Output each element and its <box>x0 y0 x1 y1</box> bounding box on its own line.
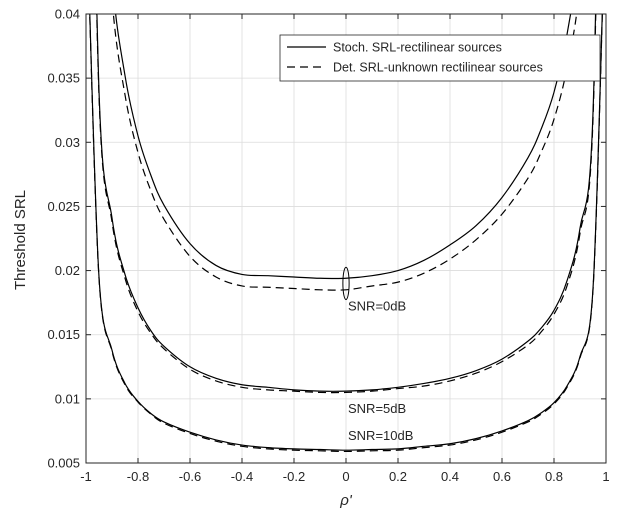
axis-ticks: -1 -0.8 -0.6 -0.4 -0.2 0 0.2 0.4 0.6 0.8 1 0.005 0.0… <box>47 7 609 485</box>
y-tick-label: 0.015 <box>47 327 80 342</box>
legend-box <box>279 34 601 82</box>
series-line-snr-5db-dashed <box>96 14 597 394</box>
x-tick-label: -0.8 <box>127 469 149 484</box>
x-tick-label: 0.6 <box>493 469 511 484</box>
x-tick-label: -0.2 <box>283 469 305 484</box>
legend-label-solid: Stoch. SRL-rectilinear sources <box>333 41 502 55</box>
y-tick-label: 0.01 <box>55 391 80 406</box>
series-line-snr-5db-solid <box>96 14 597 392</box>
annotation-label: SNR=10dB <box>348 428 413 443</box>
series-line-snr-0db-dashed <box>112 14 578 291</box>
x-tick-label: 1 <box>602 469 609 484</box>
y-tick-label: 0.035 <box>47 71 80 86</box>
curves <box>89 14 603 453</box>
x-tick-label: 0.4 <box>441 469 459 484</box>
y-tick-label: 0.04 <box>55 7 80 22</box>
series-line-snr-0db-solid <box>115 14 572 280</box>
annotations: SNR=0dB SNR=5dB SNR=10dB <box>342 266 413 443</box>
y-axis-title: Threshold SRL <box>12 190 29 290</box>
y-tick-label: 0.03 <box>55 135 80 150</box>
y-tick-label: 0.025 <box>47 199 80 214</box>
y-tick-label: 0.005 <box>47 456 80 471</box>
x-tick-label: -0.6 <box>179 469 201 484</box>
annotation-label: SNR=5dB <box>348 401 406 416</box>
x-tick-label: 0.8 <box>545 469 563 484</box>
legend: Stoch. SRL-rectilinear sources Det. SRL-… <box>279 34 601 82</box>
x-tick-label: -0.4 <box>231 469 253 484</box>
x-axis-title: ρ' <box>339 492 353 509</box>
x-tick-label: -1 <box>80 469 92 484</box>
snr-0db-ellipse-marker <box>342 266 350 301</box>
legend-label-dashed: Det. SRL-unknown rectilinear sources <box>333 61 543 75</box>
annotation-label: SNR=0dB <box>348 298 406 313</box>
x-tick-label: 0.2 <box>389 469 407 484</box>
x-tick-label: 0 <box>342 469 349 484</box>
series-line-snr-10db-dashed <box>89 14 603 453</box>
y-tick-label: 0.02 <box>55 263 80 278</box>
series-line-snr-10db-solid <box>89 14 603 451</box>
